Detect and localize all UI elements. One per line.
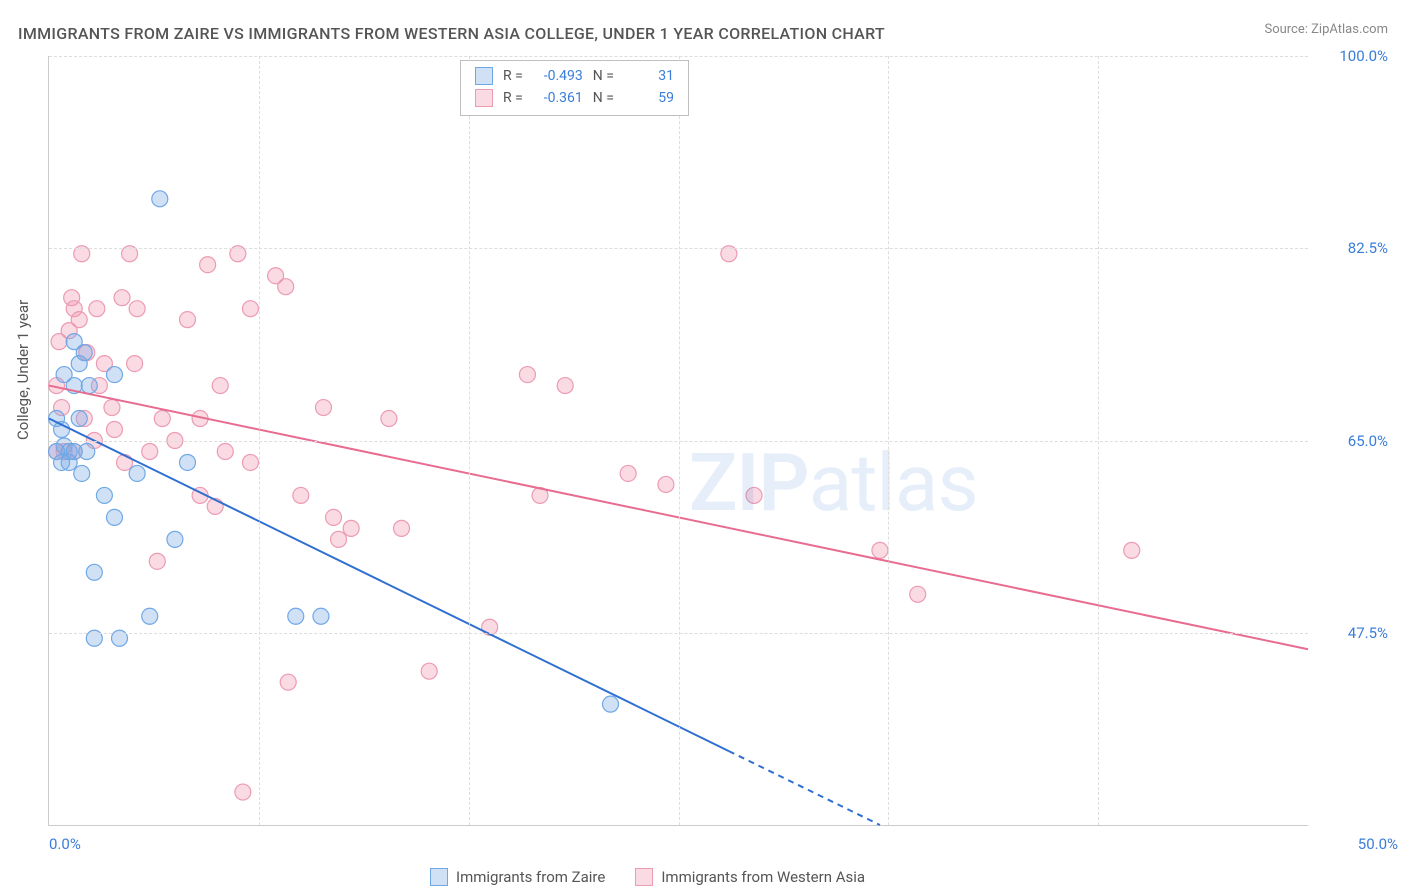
data-point xyxy=(127,356,143,372)
data-point xyxy=(89,301,105,317)
data-point xyxy=(280,674,296,690)
data-point xyxy=(104,400,120,416)
data-point xyxy=(242,454,258,470)
legend-label-2: Immigrants from Western Asia xyxy=(661,868,865,886)
r-value-1: -0.493 xyxy=(533,65,583,87)
data-point xyxy=(106,422,122,438)
gridline-v xyxy=(1098,56,1099,825)
data-point xyxy=(313,608,329,624)
data-point xyxy=(315,400,331,416)
data-point xyxy=(278,279,294,295)
data-point xyxy=(381,411,397,427)
regression-line xyxy=(729,751,880,825)
gridline-v xyxy=(469,56,470,825)
n-label-1: N = xyxy=(593,65,614,87)
plot-area: ZIPatlas 47.5%65.0%82.5%100.0%0.0%50.0% xyxy=(48,56,1308,826)
chart-title: IMMIGRANTS FROM ZAIRE VS IMMIGRANTS FROM… xyxy=(18,24,885,43)
y-axis-label: College, Under 1 year xyxy=(14,300,32,440)
data-point xyxy=(154,411,170,427)
n-value-2: 59 xyxy=(624,87,674,109)
legend-item-1: Immigrants from Zaire xyxy=(430,868,605,886)
data-point xyxy=(620,465,636,481)
data-point xyxy=(217,443,233,459)
data-point xyxy=(293,487,309,503)
r-label-1: R = xyxy=(503,65,523,87)
data-point xyxy=(149,553,165,569)
n-label-2: N = xyxy=(593,87,614,109)
data-point xyxy=(603,696,619,712)
data-point xyxy=(910,586,926,602)
data-point xyxy=(872,542,888,558)
gridline-v xyxy=(888,56,889,825)
data-point xyxy=(235,784,251,800)
data-point xyxy=(76,345,92,361)
stats-row-1: R = -0.493 N = 31 xyxy=(475,65,674,87)
ytick-label: 47.5% xyxy=(1318,624,1388,642)
data-point xyxy=(114,290,130,306)
ytick-label: 100.0% xyxy=(1318,47,1388,65)
n-value-1: 31 xyxy=(624,65,674,87)
xtick-max: 50.0% xyxy=(1358,835,1398,853)
legend-item-2: Immigrants from Western Asia xyxy=(635,868,865,886)
gridline-v xyxy=(259,56,260,825)
data-point xyxy=(1124,542,1140,558)
data-point xyxy=(331,531,347,547)
xtick-min: 0.0% xyxy=(49,835,81,853)
data-point xyxy=(71,411,87,427)
data-point xyxy=(86,564,102,580)
data-point xyxy=(142,608,158,624)
data-point xyxy=(117,454,133,470)
data-point xyxy=(152,191,168,207)
r-value-2: -0.361 xyxy=(533,87,583,109)
r-label-2: R = xyxy=(503,87,523,109)
data-point xyxy=(326,509,342,525)
data-point xyxy=(106,367,122,383)
legend-swatch-1 xyxy=(430,868,448,886)
data-point xyxy=(179,454,195,470)
data-point xyxy=(394,520,410,536)
swatch-series-1 xyxy=(475,67,493,85)
data-point xyxy=(242,301,258,317)
legend-swatch-2 xyxy=(635,868,653,886)
data-point xyxy=(212,378,228,394)
stats-row-2: R = -0.361 N = 59 xyxy=(475,87,674,109)
data-point xyxy=(658,476,674,492)
data-point xyxy=(519,367,535,383)
data-point xyxy=(96,487,112,503)
data-point xyxy=(106,509,122,525)
data-point xyxy=(421,663,437,679)
data-point xyxy=(71,312,87,328)
ytick-label: 65.0% xyxy=(1318,432,1388,450)
watermark-bold: ZIP xyxy=(689,436,809,530)
data-point xyxy=(200,257,216,273)
data-point xyxy=(179,312,195,328)
swatch-series-2 xyxy=(475,89,493,107)
data-point xyxy=(74,465,90,481)
stats-legend: R = -0.493 N = 31 R = -0.361 N = 59 xyxy=(460,60,689,116)
data-point xyxy=(129,465,145,481)
data-point xyxy=(343,520,359,536)
data-point xyxy=(79,443,95,459)
data-point xyxy=(81,378,97,394)
source-label: Source: ZipAtlas.com xyxy=(1264,22,1388,37)
ytick-label: 82.5% xyxy=(1318,239,1388,257)
series-legend: Immigrants from Zaire Immigrants from We… xyxy=(430,868,865,886)
data-point xyxy=(142,443,158,459)
data-point xyxy=(288,608,304,624)
data-point xyxy=(129,301,145,317)
gridline-v xyxy=(679,56,680,825)
legend-label-1: Immigrants from Zaire xyxy=(456,868,605,886)
watermark: ZIPatlas xyxy=(689,436,978,530)
watermark-light: atlas xyxy=(809,436,978,530)
data-point xyxy=(167,531,183,547)
data-point xyxy=(557,378,573,394)
